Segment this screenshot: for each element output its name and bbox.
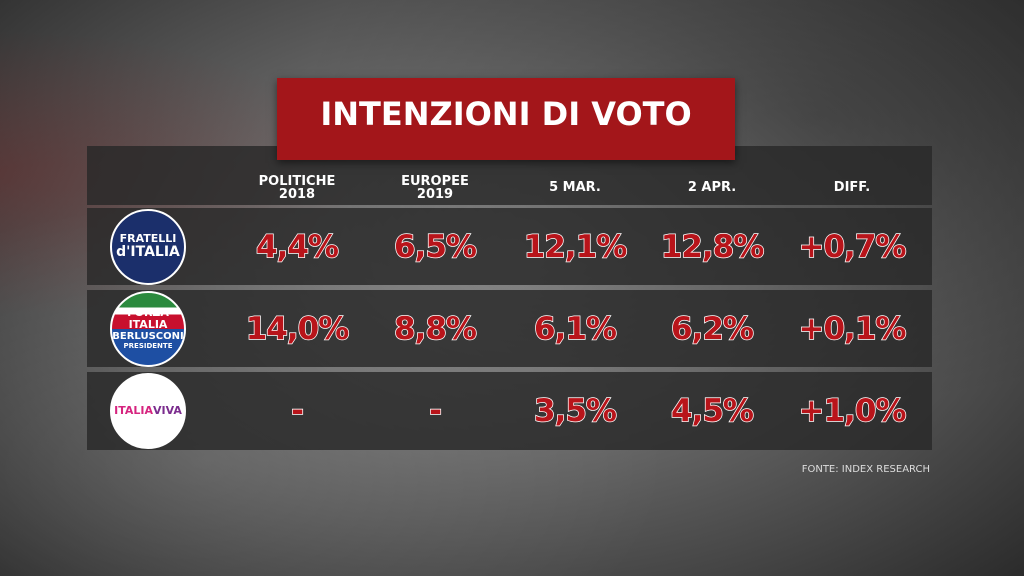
header-line: DIFF. <box>833 180 871 195</box>
party-logo: FORZA ITALIA BERLUSCONI PRESIDENTE <box>110 290 186 367</box>
column-header: 5 MAR. <box>510 146 640 205</box>
header-line: EUROPEE <box>401 173 469 189</box>
header-line: 5 MAR. <box>549 180 601 195</box>
value-cell: +0,1% <box>798 310 907 348</box>
value-cell: 3,5% <box>533 392 617 430</box>
value-cell: - <box>290 392 304 430</box>
header-line: 2018 <box>278 186 316 202</box>
logo-text: ITALIA <box>114 404 153 417</box>
value-cell: 12,8% <box>660 228 765 266</box>
value-cell: 6,2% <box>670 310 754 348</box>
value-cell: 12,1% <box>523 228 628 266</box>
logo-text: BERLUSCONI <box>112 331 184 342</box>
value-cell: 6,5% <box>393 228 477 266</box>
column-header: 2 APR. <box>647 146 777 205</box>
logo-text: FRATELLI <box>119 232 177 245</box>
value-cell: +0,7% <box>798 228 907 266</box>
value-cell: 4,5% <box>670 392 754 430</box>
column-header: DIFF. <box>787 146 917 205</box>
logo-text: VIVA <box>152 404 182 417</box>
value-cell: 4,4% <box>255 228 339 266</box>
header-line: POLITICHE <box>258 173 336 189</box>
logo-text: d'ITALIA <box>116 244 180 260</box>
party-logo: FRATELLI d'ITALIA <box>110 208 186 285</box>
column-header: EUROPEE 2019 <box>370 146 500 205</box>
header-line: 2 APR. <box>687 180 737 195</box>
party-logo: ITALIA VIVA <box>110 373 186 449</box>
value-cell: 8,8% <box>393 310 477 348</box>
table-row: FORZA ITALIA BERLUSCONI PRESIDENTE 14,0% 8,8%… <box>87 290 932 367</box>
header-line: 2019 <box>416 186 454 202</box>
value-cell: 6,1% <box>533 310 617 348</box>
title: INTENZIONI DI VOTO <box>277 78 735 160</box>
source: FONTE: INDEX RESEARCH <box>801 464 930 475</box>
logo-text: PRESIDENTE <box>123 342 173 350</box>
table-row: FRATELLI d'ITALIA 4,4% 6,5% 12,1% 12,8% +0,7% <box>87 208 932 285</box>
value-cell: - <box>428 392 442 430</box>
logo-text: ITALIA <box>128 318 168 331</box>
column-header: POLITICHE 2018 <box>232 146 362 205</box>
value-cell: 14,0% <box>245 310 350 348</box>
value-cell: +1,0% <box>798 392 907 430</box>
logo-text: FORZA <box>127 306 169 319</box>
table-row: ITALIA VIVA - - 3,5% 4,5% +1,0% <box>87 372 932 450</box>
